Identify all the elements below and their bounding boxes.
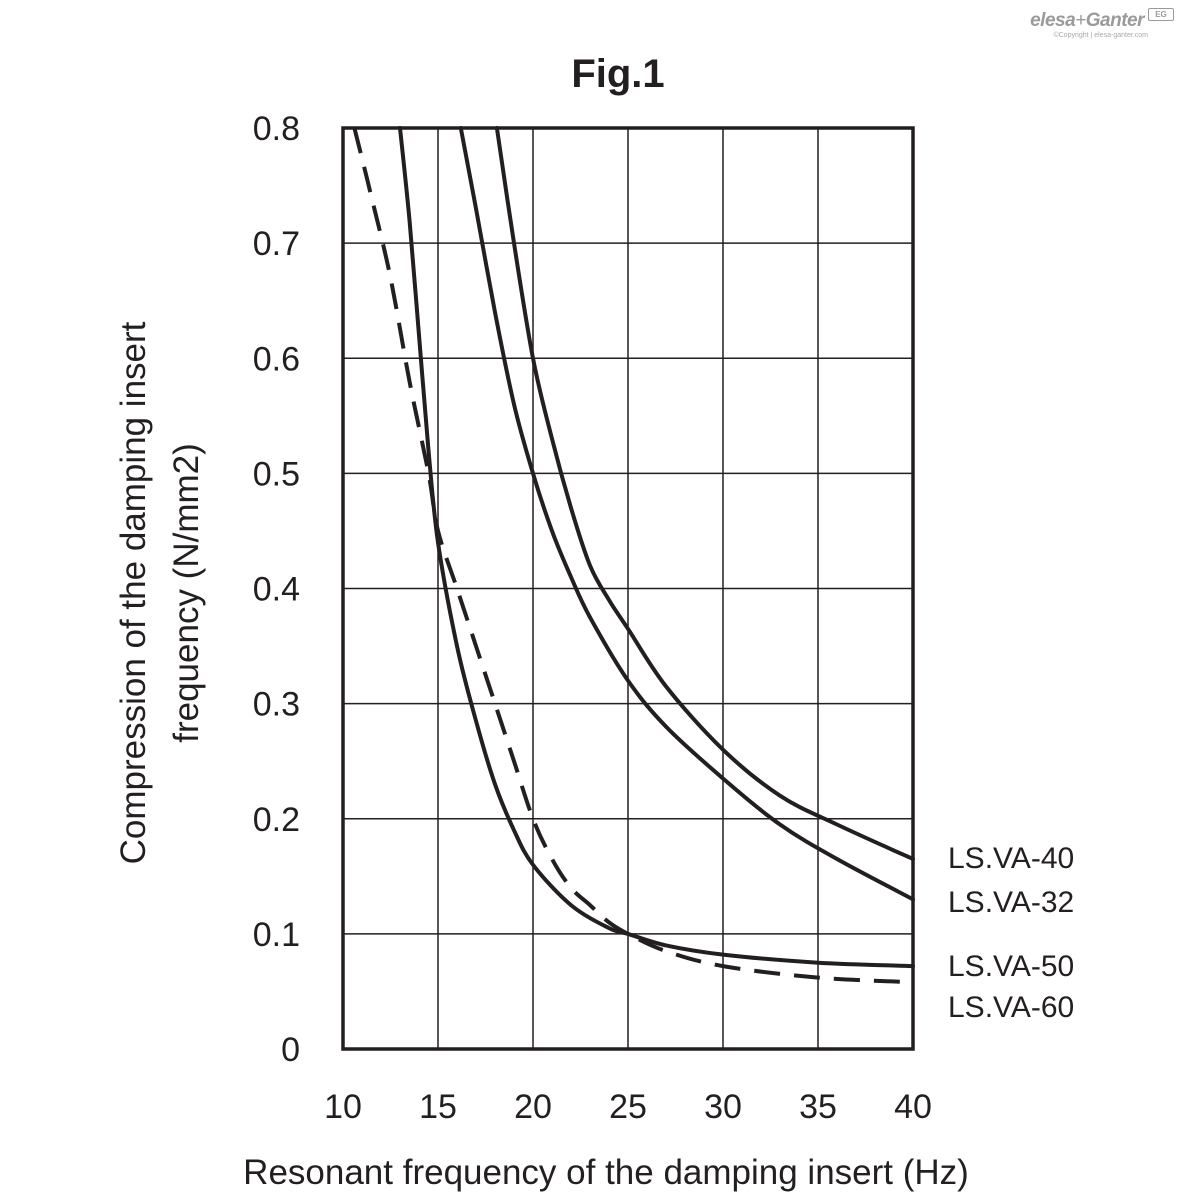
series-line-ls-va-60 [352, 127, 914, 985]
logo-wordmark: elesa+Ganter [1030, 10, 1144, 31]
y-axis-label-line-2: frequency (N/mm2) [167, 443, 206, 743]
logo-badge: EG [1148, 8, 1174, 21]
series-label-ls-va-32: LS.VA-32 [948, 886, 1074, 919]
y-tick-label: 0.1 [253, 916, 300, 954]
x-tick-label: 10 [324, 1088, 362, 1126]
series-line-ls-va-50 [398, 126, 915, 969]
y-tick-label: 0.5 [253, 455, 300, 493]
y-tick-labels: 0 0.1 0.2 0.3 0.4 0.5 0.6 0.7 0.8 [253, 110, 300, 1069]
series-label-ls-va-60: LS.VA-60 [948, 991, 1074, 1024]
y-tick-label: 0.7 [253, 225, 300, 263]
series-line-ls-va-32 [458, 126, 915, 902]
logo-copyright: ©Copyright | elesa-ganter.com [1053, 32, 1148, 39]
y-tick-label: 0.4 [253, 571, 300, 609]
y-axis-label-line-1: Compression of the damping insert [114, 321, 153, 864]
x-tick-label: 35 [799, 1088, 837, 1126]
series-curves [352, 126, 915, 985]
x-tick-label: 30 [704, 1088, 742, 1126]
y-tick-label: 0 [281, 1031, 300, 1069]
y-tick-label: 0.8 [253, 110, 300, 148]
x-tick-label: 15 [419, 1088, 457, 1126]
plot-frame [341, 126, 915, 1051]
elesa-ganter-logo: elesa+Ganter EG ©Copyright | elesa-gante… [998, 6, 1178, 40]
x-tick-label: 20 [514, 1088, 552, 1126]
y-tick-label: 0.3 [253, 686, 300, 724]
x-tick-label: 25 [609, 1088, 647, 1126]
grid-lines [342, 127, 914, 1050]
series-labels: LS.VA-40 LS.VA-32 LS.VA-50 LS.VA-60 [948, 842, 1074, 1024]
y-tick-label: 0.6 [253, 340, 300, 378]
y-tick-label: 0.2 [253, 801, 300, 839]
x-tick-label: 40 [894, 1088, 932, 1126]
chart-title: Fig.1 [571, 52, 664, 96]
series-label-ls-va-50: LS.VA-50 [948, 950, 1074, 983]
series-label-ls-va-40: LS.VA-40 [948, 842, 1074, 875]
x-axis-label: Resonant frequency of the damping insert… [243, 1153, 969, 1192]
x-tick-labels: 10 15 20 25 30 35 40 [324, 1088, 932, 1126]
series-line-ls-va-40 [494, 126, 915, 861]
